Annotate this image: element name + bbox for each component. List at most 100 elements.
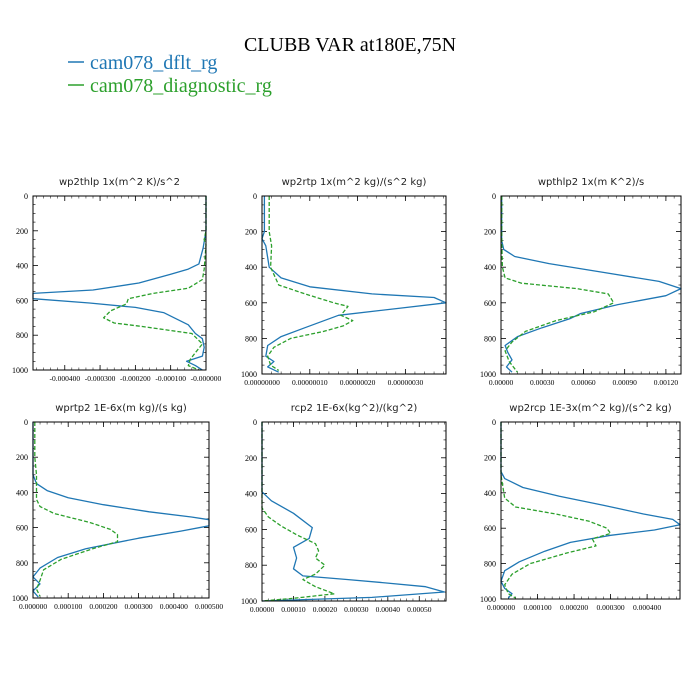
x-tick-label: 0.000100 bbox=[54, 602, 82, 611]
y-tick-label: 600 bbox=[245, 299, 257, 308]
y-tick-label: 0 bbox=[253, 192, 257, 201]
plot-frame bbox=[261, 195, 447, 375]
x-tick-label: 0.000000 bbox=[487, 603, 515, 612]
legend-label-diagnostic: cam078_diagnostic_rg bbox=[90, 75, 272, 97]
x-tick-label: 0.00010 bbox=[281, 605, 306, 614]
panel-grid: wp2thlp 1x(m^2 K)/s^2 0 200 400 600 800 1000 -0… bbox=[12, 177, 682, 614]
y-tick-label: 0 bbox=[492, 192, 496, 201]
y-tick-label: 600 bbox=[484, 299, 496, 308]
y-tick-label: 200 bbox=[16, 453, 28, 462]
panel-title: wprtp2 1E-6x(m kg)/(s kg) bbox=[55, 403, 187, 414]
y-tick-label: 800 bbox=[245, 561, 257, 570]
y-tick-label: 600 bbox=[16, 296, 28, 305]
panel-title: rcp2 1E-6x(kg^2)/(kg^2) bbox=[291, 403, 418, 414]
y-tick-label: 800 bbox=[484, 334, 496, 343]
x-tick-label: 0.000300 bbox=[597, 603, 625, 612]
panel-2: wp2rtp 1x(m^2 kg)/(s^2 kg) 0 200 400 600 800 1… bbox=[241, 177, 447, 387]
legend-label-dflt: cam078_dflt_rg bbox=[90, 52, 217, 74]
plot-frame bbox=[32, 195, 207, 371]
y-tick-label: 400 bbox=[245, 263, 257, 272]
y-tick-label: 1000 bbox=[480, 370, 496, 379]
x-tick-label: 0.00090 bbox=[612, 378, 637, 387]
y-tick-label: 1000 bbox=[241, 370, 257, 379]
y-tick-label: 800 bbox=[484, 560, 496, 569]
y-tick-label: 600 bbox=[484, 524, 496, 533]
x-tick-label: -0.000100 bbox=[155, 374, 186, 383]
y-tick-label: 200 bbox=[484, 228, 496, 237]
y-tick-label: 1000 bbox=[480, 595, 496, 604]
y-tick-label: 800 bbox=[16, 559, 28, 568]
x-tick-label: -0.000400 bbox=[49, 374, 80, 383]
panel-title: wp2rtp 1x(m^2 kg)/(s^2 kg) bbox=[282, 177, 427, 188]
y-tick-label: 400 bbox=[484, 263, 496, 272]
y-tick-label: 400 bbox=[16, 488, 28, 497]
plot-frame bbox=[500, 421, 681, 600]
y-tick-label: 400 bbox=[245, 490, 257, 499]
x-tick-label: 0.00000000 bbox=[244, 378, 280, 387]
x-tick-label: 0.00000 bbox=[489, 378, 514, 387]
panel-5: rcp2 1E-6x(kg^2)/(kg^2) 0 200 400 600 800 1000… bbox=[241, 403, 447, 614]
x-tick-label: -0.000000 bbox=[191, 374, 222, 383]
x-tick-label: 0.000400 bbox=[160, 602, 188, 611]
series-line-dflt bbox=[261, 422, 446, 602]
x-tick-label: 0.00000030 bbox=[388, 378, 424, 387]
x-tick-label: 0.00020 bbox=[313, 605, 338, 614]
panel-title: wpthlp2 1x(m K^2)/s bbox=[538, 177, 644, 188]
panel-3: wpthlp2 1x(m K^2)/s020040060080010000.00… bbox=[480, 177, 682, 387]
panel-1: wp2thlp 1x(m^2 K)/s^2 0 200 400 600 800 1000 -0… bbox=[12, 177, 222, 383]
y-tick-label: 0 bbox=[24, 418, 28, 427]
x-tick-label: 0.00000010 bbox=[292, 378, 328, 387]
y-tick-label: 600 bbox=[16, 524, 28, 533]
y-tick-label: 600 bbox=[245, 525, 257, 534]
series-line-diagnostic bbox=[261, 422, 335, 602]
panel-title: wp2rcp 1E-3x(m^2 kg)/(s^2 kg) bbox=[509, 403, 672, 414]
x-tick-label: 0.00000 bbox=[250, 605, 275, 614]
series-line-diagnostic bbox=[267, 196, 354, 371]
x-tick-label: 0.00050 bbox=[407, 605, 432, 614]
y-tick-label: 200 bbox=[484, 453, 496, 462]
figure-title: CLUBB VAR at180E,75N bbox=[244, 34, 456, 56]
series-line-diagnostic bbox=[501, 196, 615, 373]
y-tick-label: 400 bbox=[16, 262, 28, 271]
legend: cam078_dflt_rg cam078_diagnostic_rg bbox=[68, 52, 272, 97]
series-line-diagnostic bbox=[500, 422, 612, 599]
y-tick-label: 1000 bbox=[12, 366, 28, 375]
series-line-dflt bbox=[500, 422, 681, 599]
panel-title: wp2thlp 1x(m^2 K)/s^2 bbox=[59, 177, 180, 188]
y-tick-label: 800 bbox=[16, 331, 28, 340]
x-tick-label: 0.00040 bbox=[376, 605, 401, 614]
plot-frame bbox=[261, 421, 447, 602]
x-tick-label: 0.000200 bbox=[560, 603, 588, 612]
y-tick-label: 200 bbox=[245, 454, 257, 463]
x-tick-label: 0.000200 bbox=[89, 602, 117, 611]
y-tick-label: 200 bbox=[16, 227, 28, 236]
series-line-dflt bbox=[501, 196, 682, 373]
series-line-dflt bbox=[261, 196, 447, 373]
x-tick-label: 0.000300 bbox=[125, 602, 153, 611]
x-tick-label: 0.00030 bbox=[530, 378, 555, 387]
y-tick-label: 400 bbox=[484, 489, 496, 498]
series-line-dflt bbox=[32, 422, 210, 598]
x-tick-label: -0.000200 bbox=[120, 374, 151, 383]
x-tick-label: 0.00030 bbox=[344, 605, 369, 614]
y-tick-label: 200 bbox=[245, 228, 257, 237]
x-tick-label: 0.000000 bbox=[19, 602, 47, 611]
y-tick-label: 1000 bbox=[241, 597, 257, 606]
x-tick-label: 0.00120 bbox=[654, 378, 679, 387]
panel-4: wprtp2 1E-6x(m kg)/(s kg) 0 200 400 600 800 10… bbox=[12, 403, 223, 611]
y-tick-label: 0 bbox=[24, 192, 28, 201]
panel-6: wp2rcp 1E-3x(m^2 kg)/(s^2 kg) 0 200 400 600 8… bbox=[480, 403, 681, 612]
series-line-dflt bbox=[32, 196, 207, 371]
y-tick-label: 1000 bbox=[12, 594, 28, 603]
y-tick-label: 0 bbox=[253, 418, 257, 427]
plot-frame bbox=[32, 421, 210, 599]
x-tick-label: 0.000400 bbox=[633, 603, 661, 612]
y-tick-label: 800 bbox=[245, 334, 257, 343]
x-tick-label: 0.000100 bbox=[523, 603, 551, 612]
series-line-diagnostic bbox=[34, 422, 119, 597]
y-tick-label: 0 bbox=[492, 418, 496, 427]
x-tick-label: 0.00000020 bbox=[340, 378, 376, 387]
x-tick-label: -0.000300 bbox=[85, 374, 116, 383]
series-line-diagnostic bbox=[102, 196, 207, 371]
